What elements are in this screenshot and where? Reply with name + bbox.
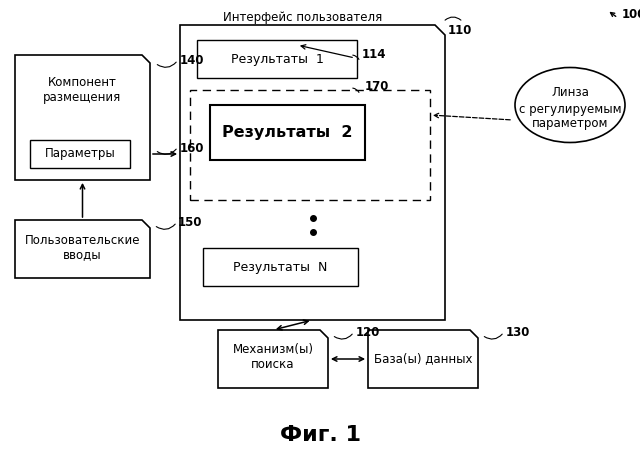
Bar — [30, 140, 130, 168]
Polygon shape — [180, 25, 445, 320]
Ellipse shape — [515, 67, 625, 142]
Text: параметром: параметром — [532, 116, 608, 129]
Text: 110: 110 — [448, 23, 472, 36]
Text: 130: 130 — [506, 326, 531, 339]
Bar — [197, 40, 357, 78]
Text: База(ы) данных: База(ы) данных — [374, 352, 472, 365]
Text: 170: 170 — [365, 80, 389, 93]
Text: Интерфейс пользователя: Интерфейс пользователя — [223, 12, 382, 25]
Text: 140: 140 — [180, 53, 205, 66]
Text: Пользовательские: Пользовательские — [25, 233, 140, 247]
Text: Механизм(ы): Механизм(ы) — [232, 343, 314, 357]
Text: Линза: Линза — [551, 87, 589, 100]
Polygon shape — [368, 330, 478, 388]
Text: Фиг. 1: Фиг. 1 — [280, 425, 360, 445]
Polygon shape — [15, 55, 150, 180]
Text: 100: 100 — [622, 8, 640, 21]
Bar — [210, 105, 365, 160]
Polygon shape — [15, 220, 150, 278]
Text: поиска: поиска — [252, 357, 295, 370]
Text: Параметры: Параметры — [45, 148, 115, 160]
Text: 120: 120 — [356, 326, 380, 339]
Bar — [190, 90, 430, 200]
Bar — [203, 248, 358, 286]
Text: Результаты  2: Результаты 2 — [222, 125, 353, 140]
Text: 150: 150 — [178, 216, 202, 229]
Text: вводы: вводы — [63, 248, 102, 261]
Text: 114: 114 — [362, 48, 387, 62]
Text: Результаты  1: Результаты 1 — [230, 53, 323, 66]
Text: Компонент: Компонент — [48, 76, 117, 89]
Text: размещения: размещения — [44, 91, 122, 104]
Text: с регулируемым: с регулируемым — [518, 102, 621, 115]
Text: Результаты  N: Результаты N — [234, 260, 328, 273]
Polygon shape — [218, 330, 328, 388]
Text: 160: 160 — [180, 141, 205, 154]
